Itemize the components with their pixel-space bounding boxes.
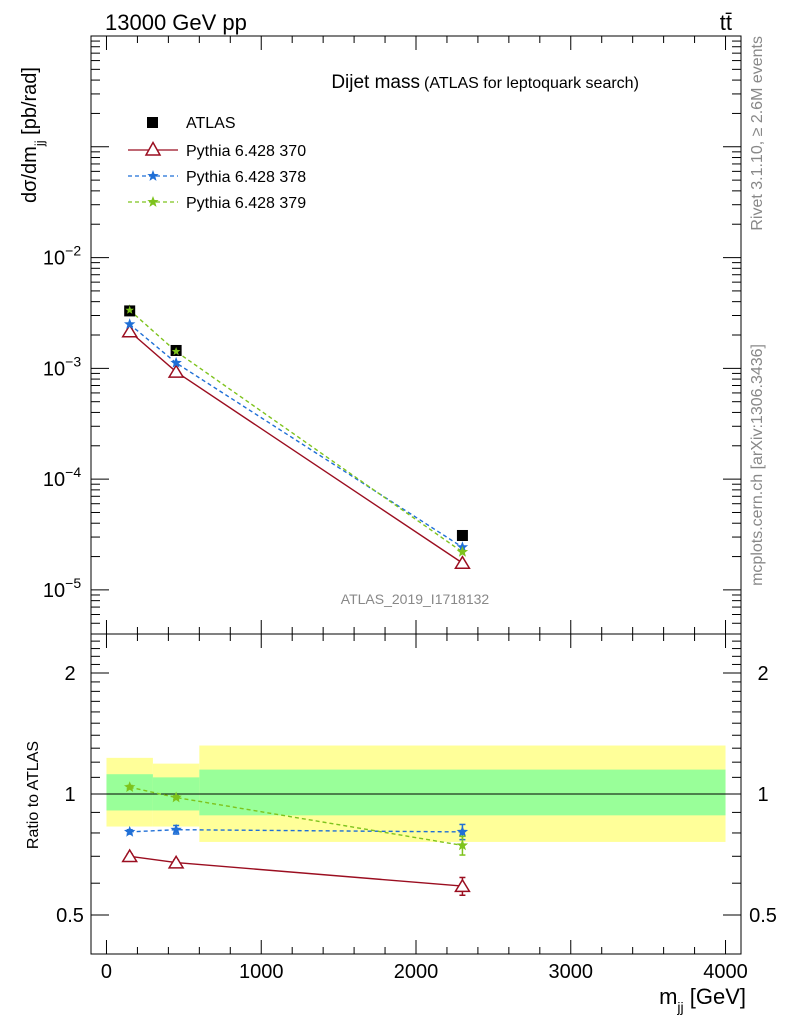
analysis-watermark: ATLAS_2019_I1718132	[341, 591, 490, 607]
main-point-py378	[170, 356, 182, 368]
main-point-atlas	[456, 529, 468, 541]
legend-py370-label: Pythia 6.428 370	[186, 143, 306, 160]
ratio-point-py378	[456, 825, 469, 837]
legend-py379-marker	[147, 196, 159, 207]
main-point-py379	[456, 546, 469, 557]
x-tick-label: 4000	[703, 961, 748, 983]
legend-atlas-marker	[147, 117, 158, 128]
x-tick-label: 0	[101, 961, 112, 983]
main-panel: 10−5 10−4 10−3 10−2 Dijet mass (ATLAS for l…	[19, 35, 742, 635]
ratio-series-py378-line	[129, 828, 463, 833]
ratio-y-tick-label-left: 1	[64, 784, 75, 806]
main-y-tick-label: 10−5	[43, 575, 81, 602]
energy-label: 13000 GeV pp	[105, 10, 247, 35]
process-label: tt̄	[720, 10, 732, 35]
legend-entry-py370: Pythia 6.428 370	[128, 140, 306, 160]
main-axis-ticks	[91, 35, 741, 635]
ratio-point-py379	[170, 791, 182, 803]
main-point-py370	[167, 364, 185, 378]
legend-py378-star	[147, 170, 159, 181]
legend-py379-star	[147, 196, 159, 207]
main-series-py370-line	[129, 330, 463, 564]
legend-py379-label: Pythia 6.428 379	[186, 195, 306, 212]
main-point-py379-overlay	[125, 305, 134, 314]
ratio-y-tick-label-right: 2	[757, 663, 768, 685]
legend-py378-label: Pythia 6.428 378	[186, 169, 306, 186]
main-series-py378-line	[129, 323, 463, 548]
legend-entry-py378: Pythia 6.428 378	[128, 169, 306, 186]
ratio-point-py370	[121, 848, 139, 863]
x-tick-label: 2000	[394, 961, 439, 983]
ratio-point-py379	[124, 781, 136, 792]
ratio-tick-labels: 0.5 0.5 1 1 2 2 0 1000 2000 3000 4000	[56, 663, 777, 983]
mcplots-text: mcplots.cern.ch [arXiv:1306.3436]	[749, 344, 766, 586]
ratio-point-py370	[167, 854, 185, 869]
ratio-point-py379	[456, 839, 469, 851]
main-y-tick-label: 10−4	[43, 464, 81, 491]
ratio-panel: 0.5 0.5 1 1 2 2 0 1000 2000 3000 4000 Ratio to ATL…	[25, 633, 777, 1015]
main-series-py379-line	[129, 309, 463, 553]
main-point-py379-overlay	[171, 347, 181, 356]
legend-atlas-label: ATLAS	[186, 115, 236, 132]
legend-entry-atlas: ATLAS	[147, 115, 236, 132]
main-y-tick-label: 10−3	[43, 353, 81, 380]
ratio-point-py370	[454, 878, 471, 893]
main-y-tick-labels: 10−5 10−4 10−3 10−2	[43, 243, 81, 602]
ratio-band-inner	[106, 774, 153, 811]
ratio-point-py378	[124, 825, 136, 837]
main-y-axis-label: dσ/dmjj [pb/rad]	[19, 67, 47, 203]
legend: ATLAS Pythia 6.428 370 Pythia 6.428 378 …	[128, 115, 306, 212]
x-tick-label: 1000	[239, 961, 284, 983]
main-y-tick-label: 10−2	[43, 243, 81, 270]
ratio-y-tick-label-right: 1	[757, 784, 768, 806]
legend-py370-marker	[144, 140, 162, 156]
main-point-py370	[454, 555, 471, 569]
ratio-y-tick-label-left: 0.5	[56, 905, 84, 927]
chart-subtitle: (ATLAS for leptoquark search)	[424, 75, 639, 92]
ratio-point-py378	[170, 823, 182, 835]
ratio-y-tick-label-left: 2	[64, 663, 75, 685]
ratio-y-tick-label-right: 0.5	[749, 905, 777, 927]
main-point-py370	[121, 323, 139, 338]
legend-py378-marker	[147, 170, 159, 181]
rivet-version-text: Rivet 3.1.10, ≥ 2.6M events	[749, 36, 766, 231]
legend-entry-py379: Pythia 6.428 379	[128, 195, 306, 212]
x-axis-label: mjj [GeV]	[659, 984, 746, 1015]
main-point-py378	[124, 318, 136, 330]
chart-title: Dijet mass	[331, 72, 420, 93]
ratio-series-py379-line	[129, 786, 463, 847]
ratio-axis-ticks	[91, 633, 741, 955]
ratio-y-axis-label: Ratio to ATLAS	[25, 741, 42, 849]
ratio-band-inner	[199, 769, 726, 816]
x-tick-label: 3000	[549, 961, 594, 983]
